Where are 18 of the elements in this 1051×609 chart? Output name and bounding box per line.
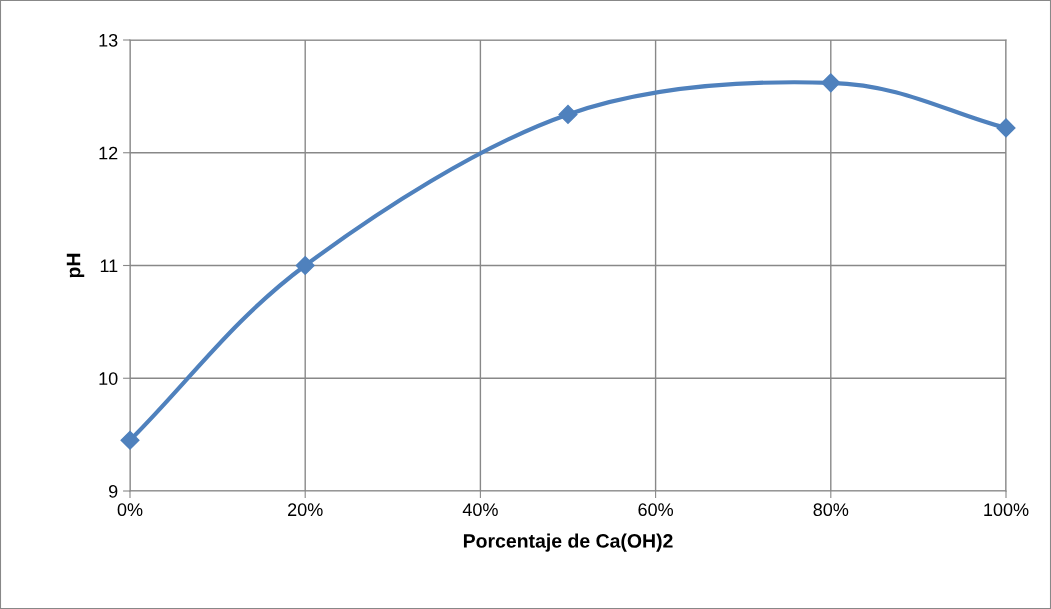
point [821, 73, 841, 93]
x-tick-label: 0% [117, 503, 143, 517]
x-tick-label: 100% [984, 503, 1029, 517]
y-tick-label: 9 [109, 484, 118, 498]
y-tick-label: 12 [99, 146, 118, 160]
x-tick-label: 60% [638, 503, 674, 517]
point [996, 118, 1016, 138]
y-tick-label: 10 [99, 372, 118, 385]
y-axis-title: pH [66, 253, 85, 278]
point [295, 255, 315, 276]
y-tick-label: 11 [100, 259, 118, 273]
x-tick-label: 40% [462, 503, 498, 517]
x-tick-label: 20% [288, 503, 323, 517]
y-tick-label: 13 [99, 33, 118, 47]
point [558, 104, 578, 124]
x-tick-label: 80% [813, 503, 849, 517]
point [120, 430, 140, 450]
x-axis-title: Porcentaje de Ca(OH)2 [463, 533, 673, 552]
